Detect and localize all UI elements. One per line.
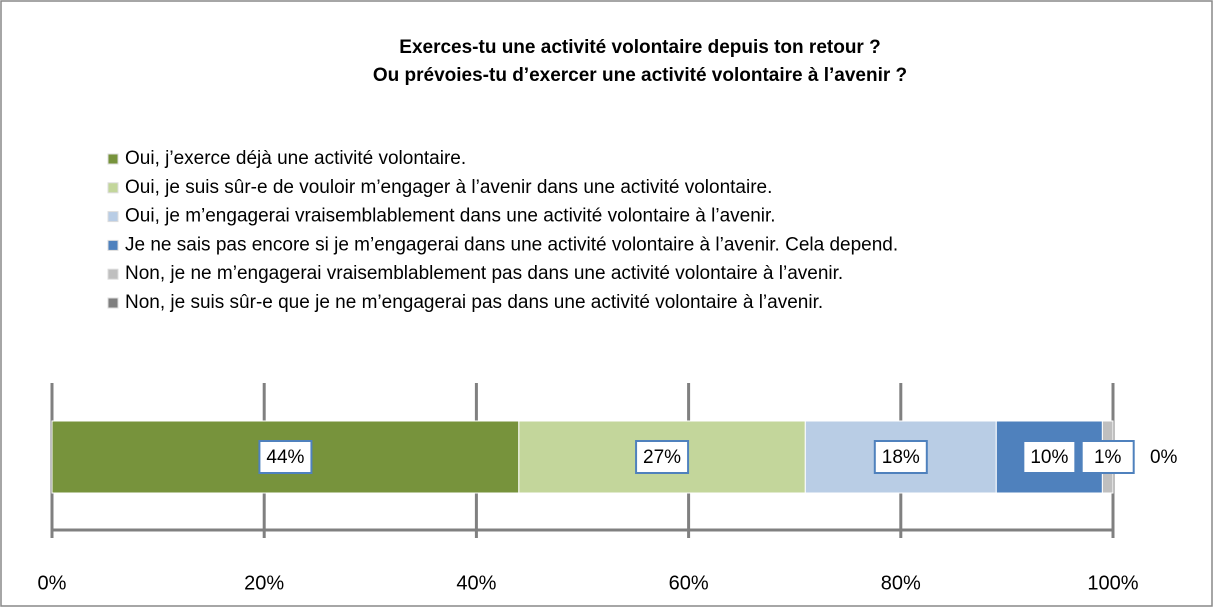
legend-swatch [107, 211, 119, 223]
data-label: 27% [643, 447, 681, 468]
data-label: 1% [1094, 447, 1122, 468]
legend-label: Oui, je m’engagerai vraisemblablement da… [125, 206, 776, 227]
x-tick-label: 80% [881, 572, 921, 594]
legend-swatch [107, 297, 119, 309]
data-label-box [1080, 440, 1135, 474]
legend-label: Je ne sais pas encore si je m’engagerai … [125, 234, 898, 255]
data-label-box [873, 440, 928, 474]
data-label: 18% [882, 447, 920, 468]
legend-label: Oui, je suis sûr-e de vouloir m’engager … [125, 177, 772, 198]
x-tick-label: 60% [669, 572, 709, 594]
data-label: 10% [1030, 447, 1068, 468]
x-tick-label: 0% [38, 572, 67, 594]
x-tick-label: 40% [456, 572, 496, 594]
legend-swatch [107, 239, 119, 251]
data-label-box [635, 440, 690, 474]
x-tick-label: 100% [1087, 572, 1138, 594]
data-label: 44% [266, 447, 304, 468]
data-label-box [1022, 440, 1077, 474]
data-label-box [258, 440, 313, 474]
legend-label: Oui, j’exerce déjà une activité volontai… [125, 148, 466, 169]
legend-label: Non, je suis sûr-e que je ne m’engagerai… [125, 292, 823, 313]
chart-title: Exerces-tu une activité volontaire depui… [399, 37, 880, 58]
x-tick-label: 20% [244, 572, 284, 594]
data-label: 0% [1150, 447, 1178, 468]
legend-swatch [107, 153, 119, 165]
legend-label: Non, je ne m’engagerai vraisemblablement… [125, 263, 843, 284]
legend-swatch [107, 268, 119, 280]
chart-title: Ou prévoies-tu d’exercer une activité vo… [373, 65, 907, 86]
legend-swatch [107, 182, 119, 194]
